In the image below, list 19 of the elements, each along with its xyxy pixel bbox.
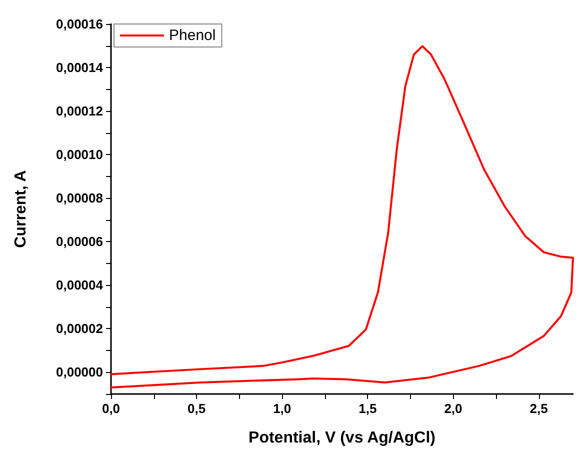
y-axis-title: Current, A: [12, 170, 30, 248]
y-tick-label: 0,00014: [56, 60, 104, 76]
x-axis-title: Potential, V (vs Ag/AgCl): [248, 430, 436, 446]
y-tick-label: 0,00002: [56, 321, 103, 336]
x-tick-label: 1,5: [358, 401, 377, 416]
x-tick-label: 2,5: [530, 401, 548, 416]
x-tick-label: 0,5: [188, 401, 206, 416]
y-tick-label: 0,00000: [56, 364, 103, 380]
y-tick-label: 0,00010: [56, 147, 103, 162]
y-tick-label: 0,00008: [56, 190, 103, 206]
y-tick-label: 0,00016: [56, 16, 103, 32]
x-tick-label: 1,0: [273, 401, 292, 416]
x-tick-label: 2,0: [444, 401, 462, 416]
y-tick-label: 0,00006: [56, 234, 103, 250]
legend-label: Phenol: [169, 27, 216, 44]
y-tick-label: 0,00004: [56, 278, 104, 293]
line-series: [110, 45, 574, 388]
y-tick-label: 0,00012: [56, 104, 103, 119]
x-tick-label: 0,0: [102, 401, 120, 416]
